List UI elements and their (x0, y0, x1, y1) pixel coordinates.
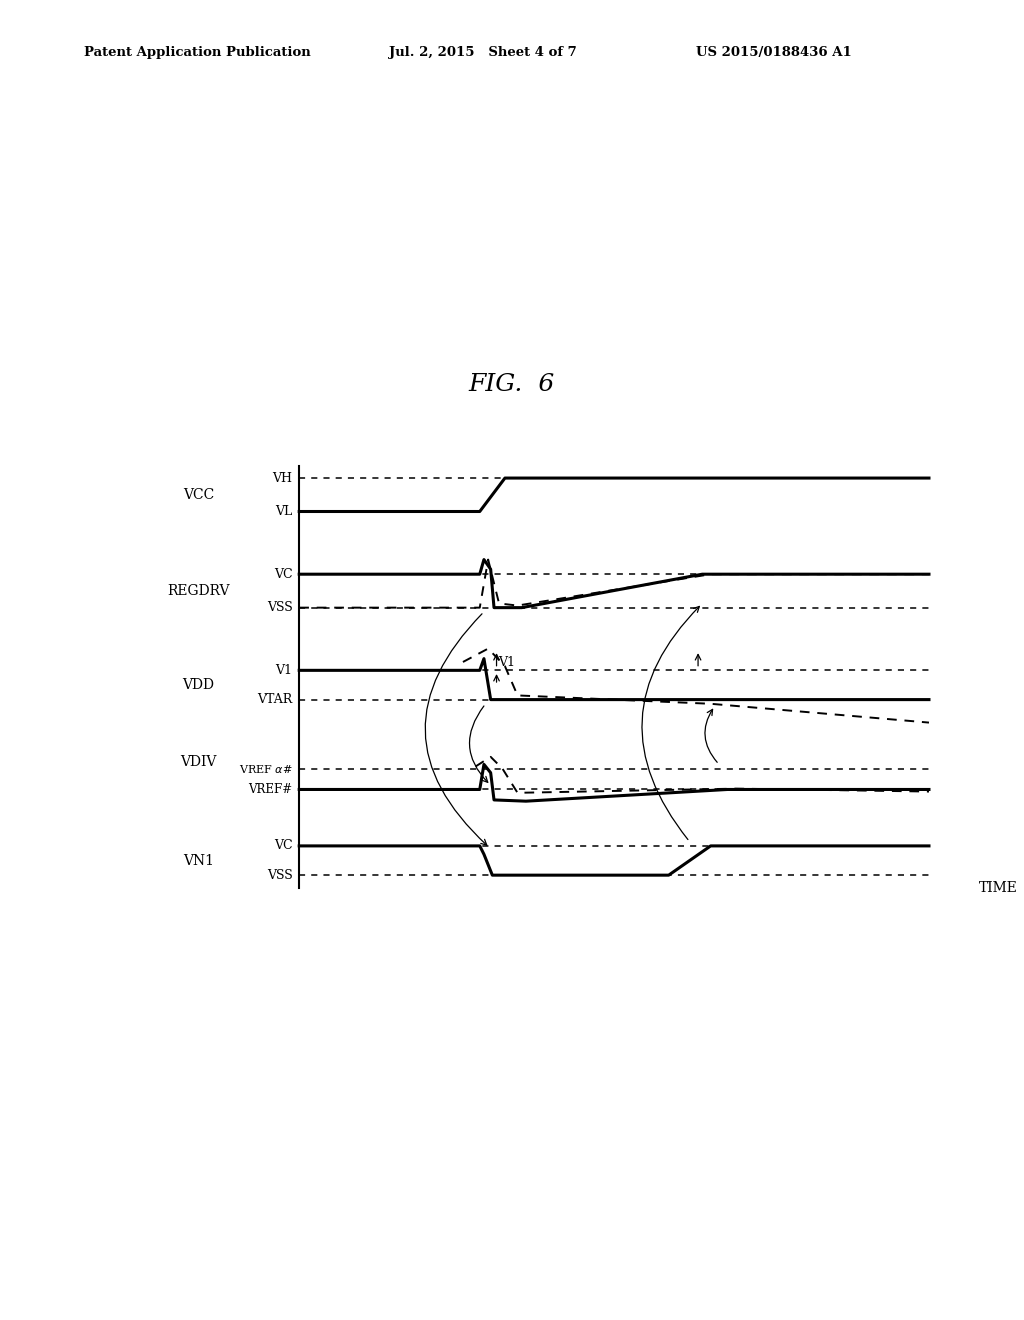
Text: US 2015/0188436 A1: US 2015/0188436 A1 (696, 46, 852, 59)
Text: VSS: VSS (266, 869, 293, 882)
Text: REGDRV: REGDRV (167, 583, 229, 598)
Text: VREF#: VREF# (249, 783, 293, 796)
Text: VREF $\alpha$#: VREF $\alpha$# (239, 763, 293, 775)
Text: VSS: VSS (266, 601, 293, 614)
Text: VDD: VDD (182, 678, 214, 692)
Text: V1: V1 (275, 664, 293, 677)
Text: VCC: VCC (183, 488, 214, 502)
Text: VTAR: VTAR (257, 693, 293, 706)
Text: Jul. 2, 2015   Sheet 4 of 7: Jul. 2, 2015 Sheet 4 of 7 (389, 46, 577, 59)
Text: VL: VL (275, 506, 293, 517)
Text: VC: VC (273, 568, 293, 581)
Text: V1: V1 (499, 656, 515, 669)
Text: TIME: TIME (979, 880, 1018, 895)
Text: FIG.  6: FIG. 6 (469, 374, 555, 396)
Text: VDIV: VDIV (180, 755, 217, 770)
Text: VN1: VN1 (183, 854, 214, 867)
Text: Patent Application Publication: Patent Application Publication (84, 46, 310, 59)
Text: VH: VH (272, 471, 293, 484)
Text: VC: VC (273, 840, 293, 853)
